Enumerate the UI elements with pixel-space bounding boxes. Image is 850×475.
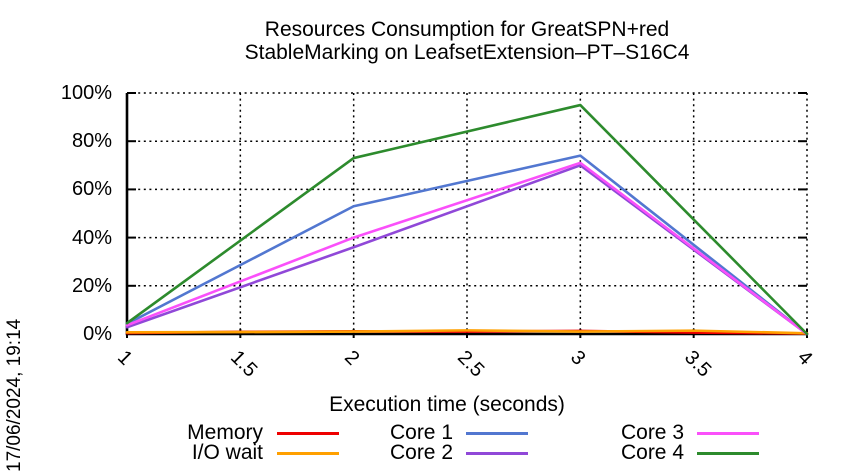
legend-swatch-memory [277, 432, 339, 435]
y-tick-label-80: 80% [71, 130, 112, 153]
legend-swatch-core1 [466, 432, 528, 435]
legend-swatch-core4 [697, 452, 759, 455]
legend-swatch-io_wait [277, 452, 339, 455]
legend-label-core2: Core 2 [389, 441, 453, 464]
series-line-io_wait [125, 329, 809, 335]
x-axis-title: Execution time (seconds) [329, 393, 565, 416]
y-tick-label-0: 0% [83, 323, 112, 345]
legend-label-core1: Core 1 [389, 421, 453, 444]
y-tick-label-100: 100% [60, 82, 112, 104]
y-tick-label-40: 40% [71, 226, 112, 249]
axis-border [125, 93, 807, 336]
legend-swatch-core2 [466, 452, 528, 455]
chart-title-line-1: Resources Consumption for GreatSPN+red [264, 18, 670, 41]
legend-label-core4: Core 4 [620, 441, 684, 464]
y-tick-label-60: 60% [71, 178, 112, 201]
legend-label-memory: Memory [187, 421, 263, 444]
legend-label-io_wait: I/O wait [191, 441, 263, 464]
legend-swatch-core3 [697, 432, 759, 435]
legend-label-core3: Core 3 [620, 421, 684, 444]
series-line-core3 [125, 161, 809, 336]
y-tick-label-20: 20% [71, 274, 112, 297]
series-line-core1 [125, 154, 809, 336]
chart-title-line-2: StableMarking on LeafsetExtension–PT–S16… [244, 41, 690, 64]
series-line-core4 [125, 103, 809, 336]
